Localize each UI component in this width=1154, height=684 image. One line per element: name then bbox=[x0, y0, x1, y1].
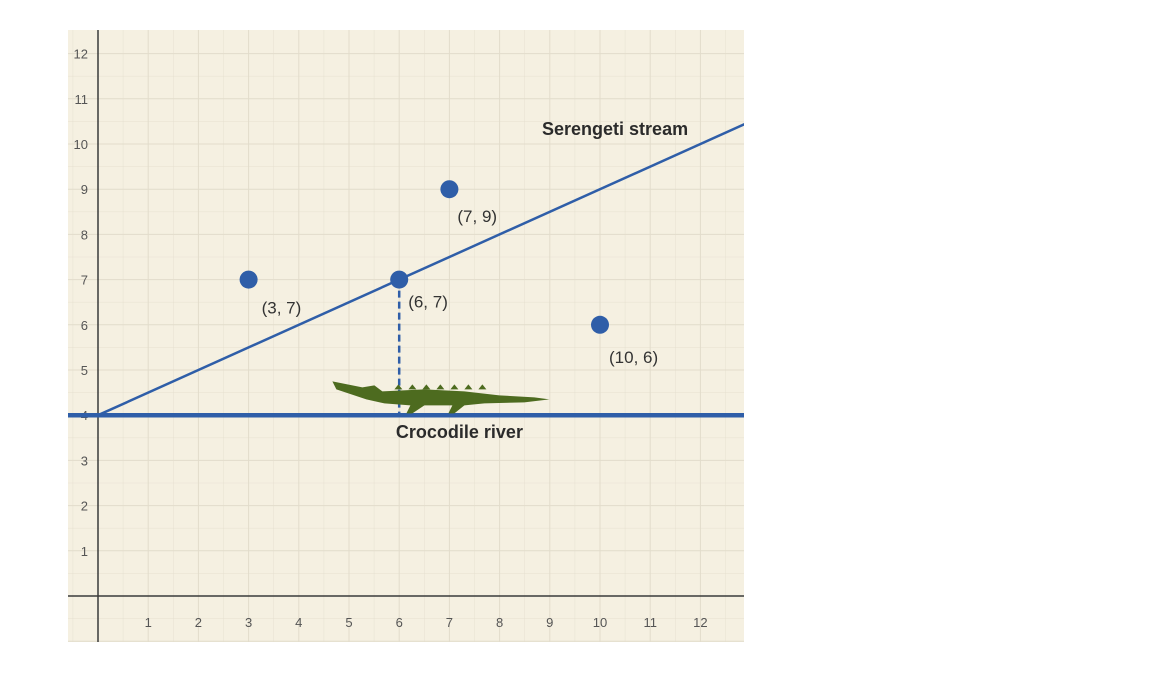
x-tick-label: 4 bbox=[295, 615, 302, 630]
data-point bbox=[591, 315, 609, 334]
data-point-label: (7, 9) bbox=[457, 207, 497, 226]
y-tick-label: 10 bbox=[74, 137, 88, 152]
data-point-label: (3, 7) bbox=[262, 299, 302, 318]
crocodile-scale bbox=[478, 384, 487, 390]
crocodile-scale bbox=[450, 384, 459, 390]
x-tick-label: 2 bbox=[195, 615, 202, 630]
crocodile-scale bbox=[394, 384, 403, 390]
y-tick-label: 9 bbox=[81, 182, 88, 197]
serengeti-stream-label: Serengeti stream bbox=[542, 119, 688, 139]
data-point bbox=[239, 270, 258, 289]
y-tick-label: 5 bbox=[81, 363, 88, 378]
crocodile-scale bbox=[436, 384, 445, 390]
y-tick-label: 3 bbox=[81, 453, 88, 468]
data-point bbox=[390, 270, 409, 289]
y-tick-label: 8 bbox=[81, 227, 88, 242]
crocodile-scale bbox=[422, 384, 431, 390]
serengeti-stream-line bbox=[97, 123, 744, 417]
plot-background bbox=[68, 30, 744, 642]
x-tick-label: 11 bbox=[643, 615, 657, 630]
data-point-label: (10, 6) bbox=[609, 348, 658, 367]
data-point bbox=[440, 180, 459, 199]
crocodile-body bbox=[332, 381, 550, 414]
y-tick-label: 2 bbox=[81, 499, 88, 514]
axes bbox=[68, 30, 744, 642]
x-tick-label: 5 bbox=[345, 615, 352, 630]
crocodile-river-label: Crocodile river bbox=[396, 422, 523, 442]
y-tick-label: 11 bbox=[75, 92, 89, 107]
y-tick-label: 12 bbox=[74, 47, 88, 62]
x-tick-label: 10 bbox=[593, 615, 607, 630]
data-point-label: (6, 7) bbox=[408, 293, 448, 312]
y-tick-label: 7 bbox=[81, 273, 88, 288]
x-tick-label: 6 bbox=[396, 615, 403, 630]
x-tick-label: 7 bbox=[446, 615, 453, 630]
y-tick-label: 1 bbox=[81, 544, 88, 559]
crocodile-scale bbox=[464, 384, 473, 390]
coordinate-plane: 123456789101112123456789101112 Serengeti… bbox=[68, 30, 744, 642]
crocodile-icon bbox=[332, 381, 550, 414]
x-tick-label: 8 bbox=[496, 615, 503, 630]
chart-area: 123456789101112123456789101112 Serengeti… bbox=[68, 30, 744, 642]
y-tick-label: 6 bbox=[81, 318, 88, 333]
points: (3, 7) (6, 7) (7, 9) (10, 6) bbox=[239, 180, 658, 367]
lines: Serengeti stream Crocodile river bbox=[68, 119, 744, 442]
x-tick-label: 3 bbox=[245, 615, 252, 630]
x-tick-label: 12 bbox=[693, 615, 707, 630]
crocodile-scale bbox=[408, 384, 417, 390]
x-tick-label: 9 bbox=[546, 615, 553, 630]
tick-labels: 123456789101112123456789101112 bbox=[74, 47, 708, 630]
x-tick-label: 1 bbox=[145, 615, 152, 630]
